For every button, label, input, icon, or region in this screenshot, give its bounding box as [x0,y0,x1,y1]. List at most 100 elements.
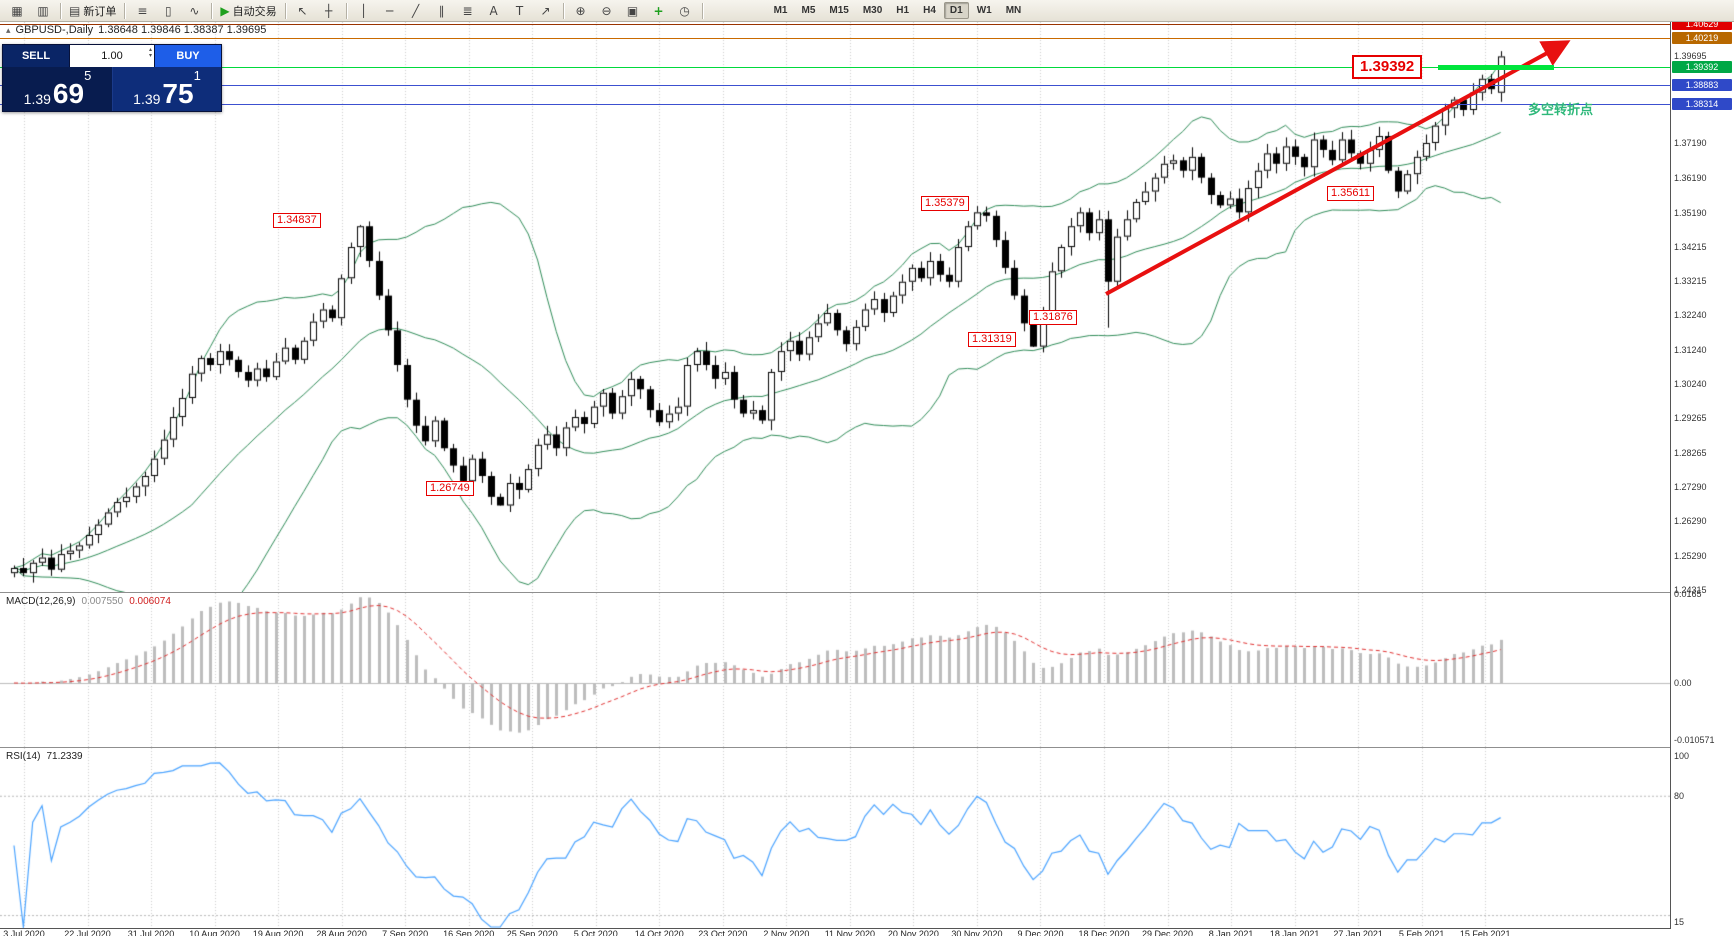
line-chart-button[interactable]: ∿ [182,1,206,21]
candlestick-chart-icon: ▯ [165,3,172,18]
period-icon: ◷ [679,3,690,18]
new-order-button[interactable]: ▤ 新订单 [66,1,119,21]
price-axis-label: 100 [1674,751,1690,761]
panel-splitter[interactable] [0,747,1670,748]
horizontal-line[interactable] [0,38,1670,39]
candlestick-chart-button[interactable]: ▯ [156,1,180,21]
sell-button[interactable]: SELL [3,45,69,67]
toolbar-separator [211,2,213,19]
price-axis-label: 1.33215 [1674,276,1707,287]
timeframe-w1[interactable]: W1 [976,5,992,16]
horizontal-line[interactable] [0,85,1670,86]
time-axis-label: 27 Jan 2021 [1333,929,1383,936]
price-callout[interactable]: 1.34837 [273,213,321,228]
price-axis-label: 1.26290 [1674,516,1707,527]
price-callout[interactable]: 1.35379 [921,196,969,211]
one-click-trading-panel: SELL 1.00 ▴ ▾ BUY 1.39 69 5 1.39 75 1 [2,44,222,112]
price-axis-badge: 1.40219 [1672,32,1732,45]
time-axis-label: 2 Nov 2020 [763,929,810,936]
support-zone-line[interactable] [1438,65,1554,70]
label-button[interactable]: T [508,1,532,21]
price-axis-label: 1.25290 [1674,551,1707,562]
profiles-button[interactable]: ▥ [31,1,55,21]
price-axis-label: 1.30240 [1674,379,1707,390]
autotrade-button-label: 自动交易 [232,5,277,18]
cursor-icon: ↖ [297,3,308,18]
toolbar-separator [701,2,703,19]
trendline-icon: ╱ [411,3,420,18]
fibonacci-button[interactable]: ≣ [456,1,480,21]
horizontal-line[interactable] [0,24,1670,25]
price-callout[interactable]: 1.26749 [426,481,474,496]
timeframe-m15[interactable]: M15 [829,5,849,16]
trendline-button[interactable]: ╱ [404,1,428,21]
new-order-button-label: 新订单 [83,5,117,18]
timeframe-m1[interactable]: M1 [773,5,788,16]
sell-price-display[interactable]: 1.39 69 5 [3,67,112,111]
timeframe-m5[interactable]: M5 [801,5,816,16]
zoom-out-button[interactable]: ⊖ [595,1,619,21]
timeframe-h1[interactable]: H1 [896,5,910,16]
price-callout[interactable]: 1.35611 [1327,186,1374,201]
buy-price-display[interactable]: 1.39 75 1 [112,67,221,111]
price-axis-label: 1.39695 [1674,51,1707,62]
rsi-indicator-canvas[interactable] [0,748,1670,929]
sell-price-prefix: 1.39 [23,91,51,107]
panel-splitter[interactable] [0,592,1670,593]
period-button[interactable]: ◷ [673,1,697,21]
volume-input[interactable]: 1.00 ▴ ▾ [69,45,155,67]
zoom-out-icon: ⊖ [601,3,612,18]
timeframe-group: M1 M5 M15 M30 H1 H4 D1 W1 MN [767,2,1029,19]
timeframe-mn[interactable]: MN [1005,5,1022,16]
price-axis-badge: 1.38883 [1672,78,1732,91]
bar-chart-button[interactable]: ≡ [130,1,154,21]
autotrade-button[interactable]: ▶ 自动交易 [217,1,279,21]
time-axis-label: 15 Feb 2021 [1459,929,1511,936]
zoom-in-button[interactable]: ⊕ [569,1,593,21]
price-axis-label: 1.28265 [1674,447,1707,458]
time-axis-label: 30 Nov 2020 [951,929,1003,936]
price-callout[interactable]: 1.31876 [1029,310,1077,325]
zoom-in-icon: ⊕ [575,3,586,18]
arrow-tool-button[interactable]: ↗ [534,1,558,21]
time-axis-label: 5 Oct 2020 [573,929,618,936]
timeframe-d1[interactable]: D1 [943,2,969,19]
horizontal-line-button[interactable]: ─ [378,1,402,21]
price-callout[interactable]: 1.39392 [1352,55,1423,79]
time-axis[interactable]: 3 Jul 2020 22 Jul 2020 31 Jul 2020 10 Aug 2… [0,928,1670,936]
timeframe-m30[interactable]: M30 [862,5,883,16]
horizontal-line[interactable] [0,104,1670,105]
indicators-button[interactable]: + [647,1,671,21]
time-axis-label: 9 Dec 2020 [1017,929,1064,936]
new-chart-button[interactable]: ▦ [5,1,29,21]
tile-windows-button[interactable]: ▣ [621,1,645,21]
time-axis-label: 16 Sep 2020 [443,929,495,936]
price-chart-canvas[interactable] [0,22,1670,592]
timeframe-h4[interactable]: H4 [923,5,936,16]
cursor-button[interactable]: ↖ [291,1,315,21]
time-axis-label: 7 Sep 2020 [382,929,429,936]
time-axis-label: 31 Jul 2020 [127,929,175,936]
annotation-note[interactable]: 多空转折点 [1528,102,1594,117]
symbol-title: GBPUSD-,Daily [15,24,94,36]
price-axis[interactable]: 1.40629 1.40219 1.39695 1.39392 1.38883 1.383… [1670,18,1734,929]
price-axis-label: 15 [1674,917,1685,927]
macd-indicator-canvas[interactable] [0,593,1670,747]
price-axis-label: 80 [1674,790,1685,801]
symbol-header-icon: ▴ [6,24,11,35]
horizontal-line[interactable] [0,67,1670,68]
time-axis-label: 10 Aug 2020 [189,929,240,936]
new-order-icon: ▤ [69,3,81,18]
price-callout[interactable]: 1.31319 [968,332,1016,347]
buy-button[interactable]: BUY [155,45,221,67]
crosshair-button[interactable]: ┼ [317,1,341,21]
channel-button[interactable]: ∥ [430,1,454,21]
autotrade-icon: ▶ [220,3,230,18]
buy-price-sup: 1 [193,68,201,83]
price-axis-label: 1.29265 [1674,413,1707,424]
volume-spinner[interactable]: ▴ ▾ [148,47,152,59]
text-button[interactable]: A [482,1,506,21]
sell-price-sup: 5 [84,68,92,83]
vertical-line-button[interactable]: │ [352,1,376,21]
price-axis-label: 1.24315 [1674,585,1707,595]
